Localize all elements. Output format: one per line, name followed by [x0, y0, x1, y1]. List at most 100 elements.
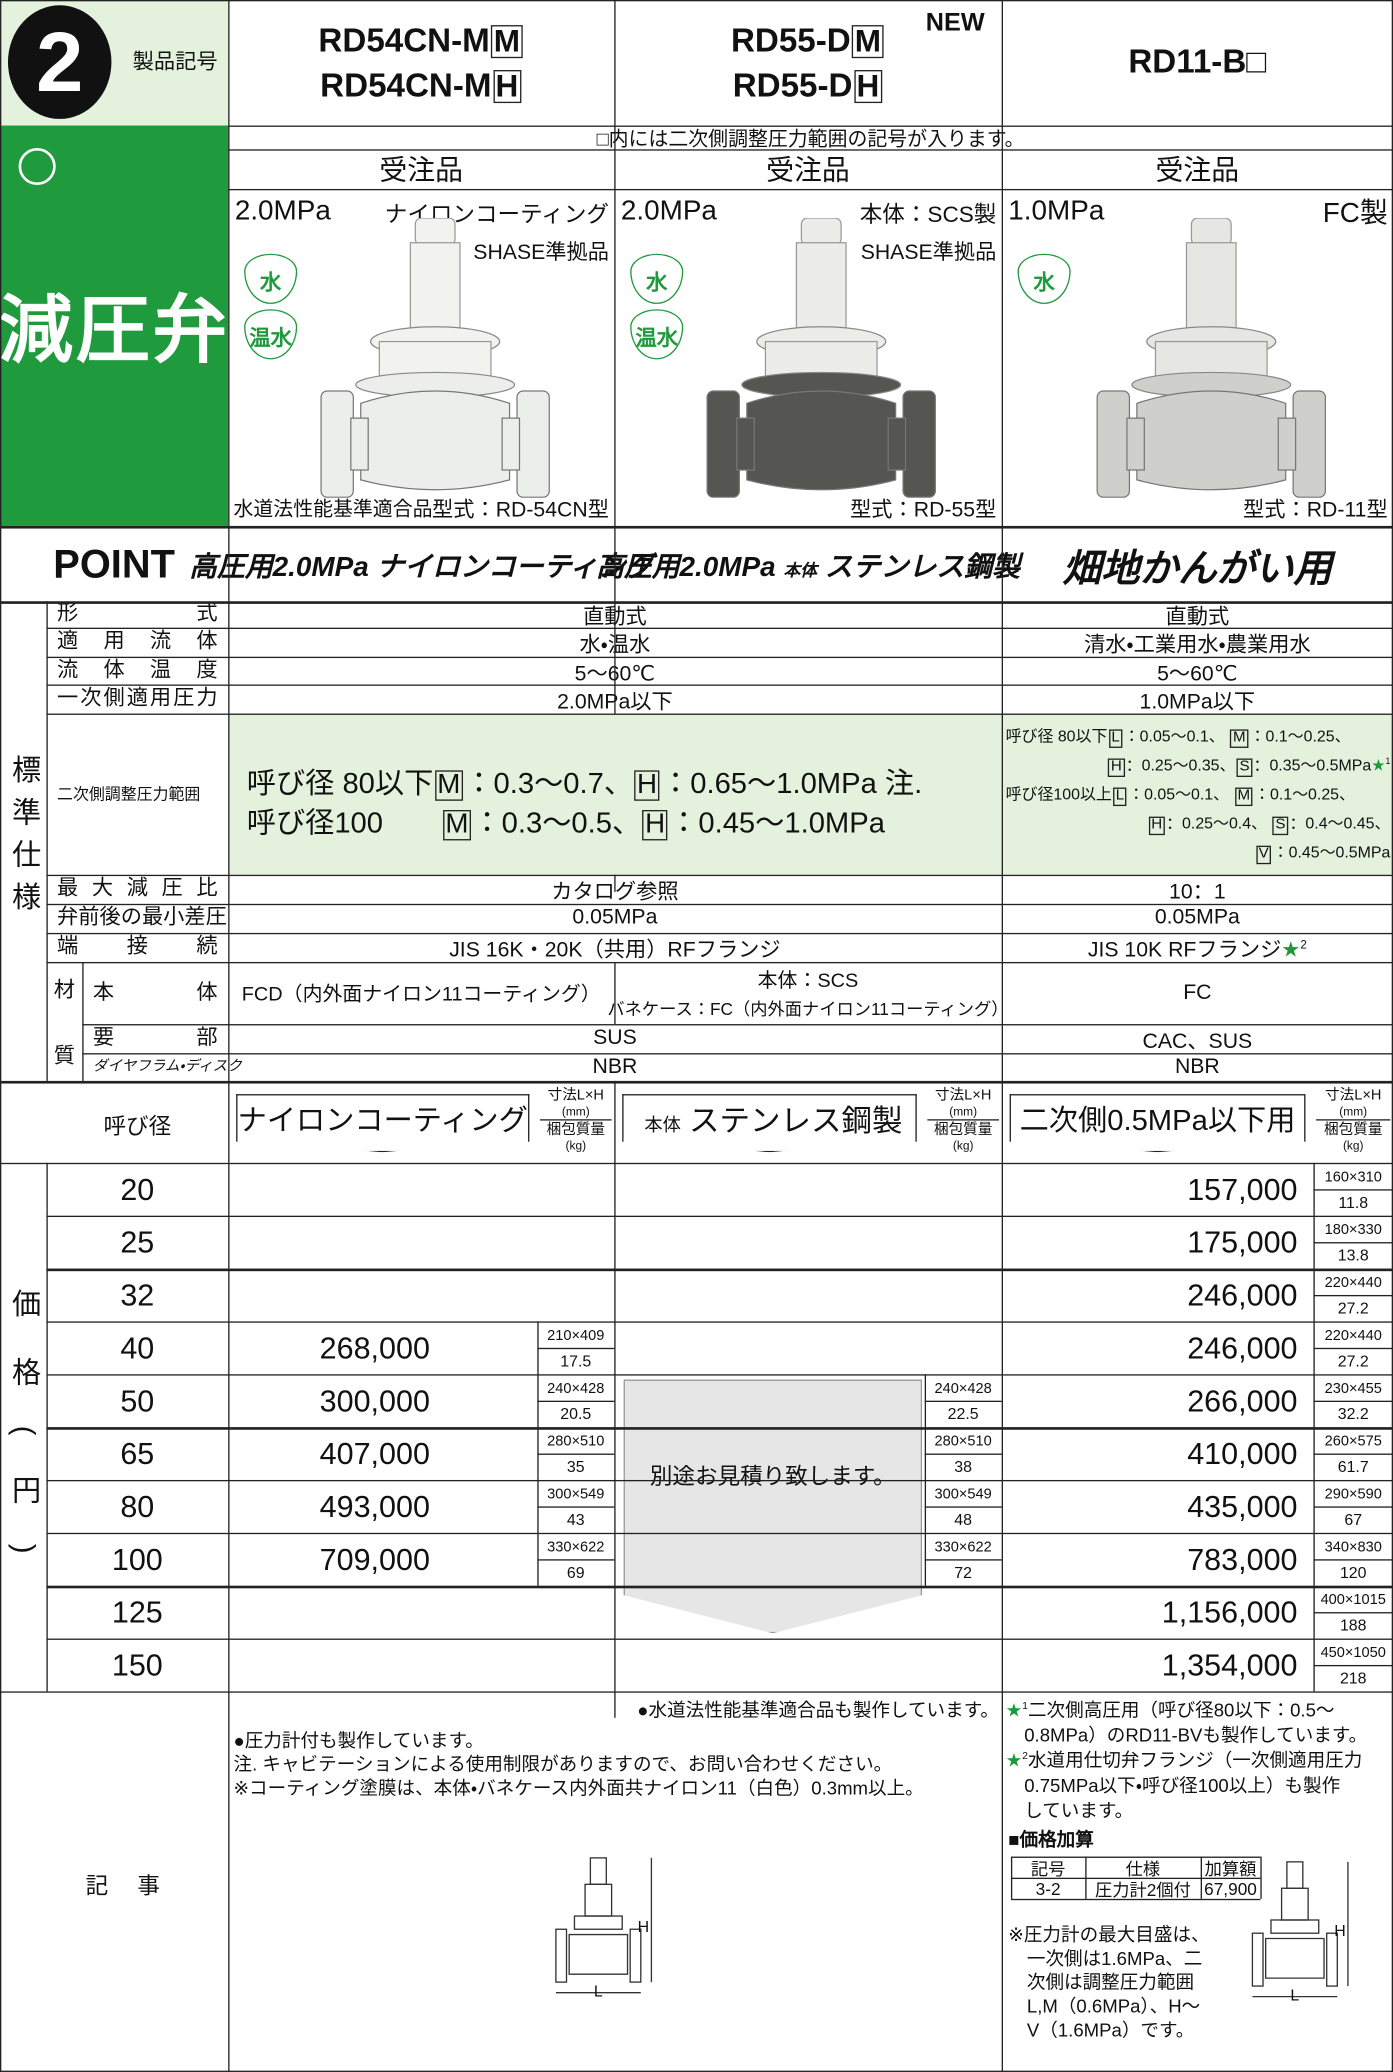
product-photo	[689, 217, 954, 502]
outline	[1265, 1937, 1325, 1979]
rich-text: 高圧用2.0MPa 本体 ステンレス鋼製	[596, 545, 1020, 585]
rich-text: RD54CN-M H	[320, 67, 522, 105]
dimension: 330×622	[547, 1538, 605, 1555]
material-value: NBR	[592, 1055, 638, 1078]
size: 65	[120, 1435, 155, 1471]
outline	[629, 1928, 642, 1983]
rule	[228, 149, 1393, 151]
green-block	[0, 125, 229, 526]
approval: 水道法性能基準適合品	[233, 497, 433, 520]
rich-text: ★1二次側高圧用（呼び径80以下：0.5～	[1006, 1696, 1335, 1722]
secondary-range: 呼び径 80以下 M ：0.3～0.7、 H ：0.65～1.0MPa 注.	[247, 761, 997, 801]
dimension: 240×428	[934, 1380, 992, 1397]
left-flange	[1095, 390, 1130, 498]
note-line: 次側は調整圧力範囲	[1008, 1971, 1195, 1993]
product-photo	[1078, 217, 1343, 502]
spec-label: 端接続	[57, 935, 218, 959]
material-value: CAC、SUS	[1142, 1030, 1253, 1054]
rule	[1316, 1119, 1391, 1121]
size: 150	[111, 1647, 163, 1682]
text: 水道用仕切弁フランジ（一次側適用圧力	[1027, 1748, 1363, 1771]
dim-label: L	[1290, 1986, 1300, 2005]
neck	[736, 417, 755, 471]
outline	[1280, 1887, 1309, 1921]
model-name: RD54CN-M H	[228, 63, 614, 108]
spec-label: 流体温度	[57, 659, 218, 682]
price: 1,156,000	[1161, 1594, 1298, 1629]
rich-text: 呼び径 80以下 L ：0.05～0.1、 M ：0.1～0.25、	[1006, 725, 1351, 748]
text: ：0.3～0.7、	[464, 766, 634, 800]
text: 呼び径100	[246, 806, 442, 840]
valve-image	[706, 217, 936, 498]
diagram	[555, 1857, 653, 1994]
media: 温水	[249, 327, 292, 351]
price-title: 二次側0.5MPa以下用	[1002, 1094, 1314, 1142]
secondary-range: H ：0.25～0.4、 S ：0.4～0.45、	[1006, 809, 1390, 838]
model-name: RD54CN-M M	[228, 18, 614, 63]
neck	[500, 417, 520, 471]
rule	[228, 0, 230, 2072]
dimension: 160×310	[1324, 1168, 1382, 1185]
spec-label: ダイヤフラム・ディスク	[92, 1058, 242, 1075]
text: ：0.05～0.1、	[1128, 785, 1234, 804]
text: ステンレス鋼製	[688, 1103, 903, 1138]
rule	[614, 961, 616, 1025]
right-flange	[1291, 390, 1326, 498]
media: 水	[1033, 272, 1055, 295]
dimension: 210×409	[547, 1327, 605, 1344]
rich-text: しています。	[1006, 1796, 1133, 1822]
dim-header: (kg)	[565, 1138, 587, 1152]
box: L	[1113, 787, 1127, 806]
dim-header: (mm)	[1339, 1104, 1368, 1118]
material-value: 本体：SCS	[757, 969, 859, 992]
logo	[18, 147, 56, 185]
pressure: 2.0MPa	[620, 195, 717, 226]
box: H	[634, 770, 660, 801]
rule	[1001, 0, 1003, 2072]
text: ステンレス鋼製	[824, 551, 1020, 583]
title-frame	[622, 1094, 917, 1142]
price: 709,000	[319, 1541, 430, 1576]
rule	[46, 1638, 1393, 1640]
text: ：0.05～0.1、	[1123, 727, 1230, 746]
spring-case	[1185, 242, 1237, 330]
text: 0.8MPa）のRD11-BVも製作しています。	[1005, 1723, 1368, 1745]
box: L	[1108, 729, 1123, 748]
rule	[1010, 1856, 1013, 1899]
text: 二次側高圧用（呼び径80以下：0.5～	[1027, 1698, 1335, 1720]
rule	[614, 1080, 616, 1692]
note: □内には二次側調整圧力範囲の記号が入ります。	[596, 127, 1025, 150]
dim-header: (mm)	[949, 1104, 978, 1118]
rule	[924, 1400, 1002, 1403]
rule	[0, 0, 1393, 2]
box: M	[1234, 787, 1253, 806]
weight: 188	[1339, 1615, 1367, 1634]
spec-value: 10：1	[1169, 881, 1226, 904]
rich-text: RD55-D M	[731, 22, 885, 60]
box: M	[442, 810, 472, 841]
spec-label: 要部	[92, 1026, 218, 1050]
rule	[1391, 0, 1393, 2072]
dimension: 340×830	[1324, 1538, 1382, 1555]
rule	[46, 1215, 1393, 1218]
note-line: ★2水道用仕切弁フランジ（一次側適用圧力	[1006, 1747, 1391, 1772]
spec-value: 0.05MPa	[1154, 906, 1240, 929]
number-badge	[7, 5, 112, 119]
price: 268,000	[319, 1329, 430, 1365]
secondary-range: 呼び径 80以下 L ：0.05～0.1、 M ：0.1～0.25、	[1006, 721, 1391, 750]
rich-text: 呼び径 80以下 M ：0.3～0.7、 H ：0.65～1.0MPa 注.	[247, 760, 922, 802]
rule	[537, 1400, 615, 1403]
outline	[1326, 1932, 1338, 1987]
neck	[1276, 417, 1296, 471]
rule	[46, 1162, 48, 1692]
dimension: 180×330	[1324, 1221, 1382, 1238]
rich-text: 本体 ステンレス鋼製	[636, 1095, 902, 1140]
box: H	[492, 69, 521, 104]
weight: 38	[954, 1456, 973, 1476]
standard: SHASE準拠品	[473, 241, 609, 265]
text: RD54CN-M	[318, 21, 490, 59]
neck	[1125, 417, 1145, 471]
box: M	[852, 24, 884, 59]
rich-text: 0.8MPa）のRD11-BVも製作しています。	[1005, 1721, 1368, 1747]
material-value: SUS	[593, 1026, 637, 1050]
